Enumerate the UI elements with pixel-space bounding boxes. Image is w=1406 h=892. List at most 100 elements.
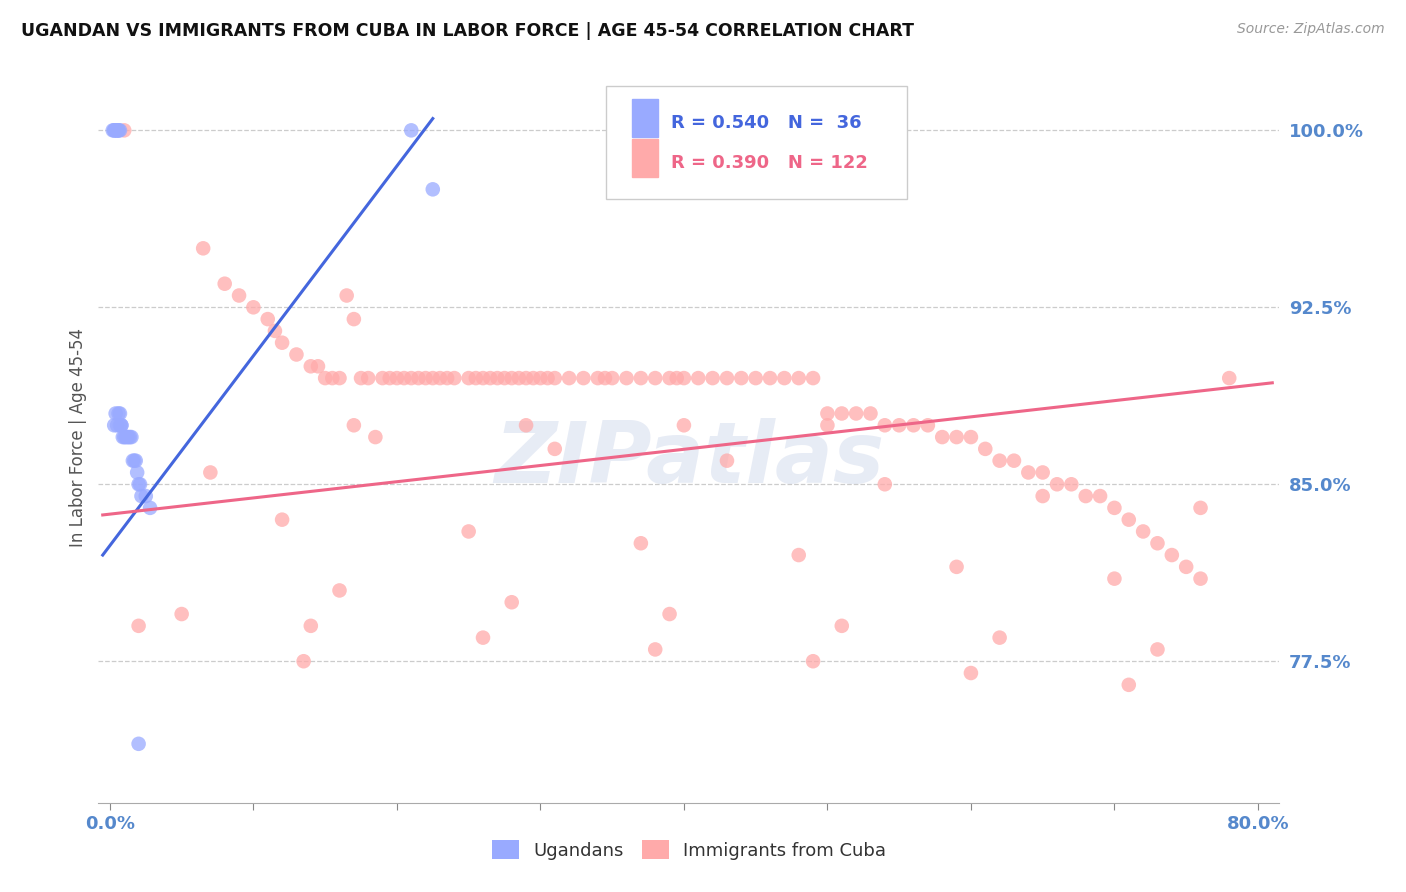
Point (408, 371, 430, 385)
Bar (633, 99, 658, 137)
Point (124, 453, 146, 467)
Point (457, 524, 479, 539)
Point (422, 371, 444, 385)
Point (889, 418, 911, 433)
Point (464, 371, 486, 385)
Point (443, 371, 465, 385)
Point (343, 312, 366, 326)
Point (292, 654, 315, 668)
Point (494, 371, 516, 385)
Point (859, 407, 882, 421)
Point (1146, 642, 1168, 657)
Point (1118, 513, 1140, 527)
Point (114, 430, 136, 444)
Legend: Ugandans, Immigrants from Cuba: Ugandans, Immigrants from Cuba (485, 833, 893, 867)
Point (1175, 559, 1198, 574)
Point (672, 371, 695, 385)
Point (121, 453, 143, 467)
Point (974, 442, 997, 456)
Point (120, 430, 142, 444)
Point (988, 453, 1011, 467)
Point (644, 371, 666, 385)
Point (1017, 466, 1039, 480)
Point (716, 453, 738, 467)
Point (343, 418, 366, 433)
Point (1189, 500, 1212, 515)
Point (336, 288, 359, 302)
Point (960, 666, 983, 681)
Point (118, 430, 141, 444)
Point (1146, 536, 1168, 550)
Point (128, 477, 150, 491)
Point (401, 371, 423, 385)
Point (672, 418, 695, 433)
Point (436, 371, 458, 385)
Point (479, 371, 502, 385)
Text: UGANDAN VS IMMIGRANTS FROM CUBA IN LABOR FORCE | AGE 45-54 CORRELATION CHART: UGANDAN VS IMMIGRANTS FROM CUBA IN LABOR… (21, 22, 914, 40)
Point (350, 371, 373, 385)
Point (730, 371, 752, 385)
Point (314, 371, 336, 385)
Point (299, 359, 322, 374)
Point (486, 371, 509, 385)
Point (787, 371, 810, 385)
Point (536, 371, 558, 385)
Point (873, 418, 896, 433)
Point (931, 430, 953, 444)
Point (600, 371, 623, 385)
Point (357, 371, 380, 385)
Point (945, 559, 967, 574)
Point (1060, 477, 1083, 491)
Point (831, 407, 853, 421)
Point (787, 548, 810, 562)
Point (593, 371, 616, 385)
Point (457, 371, 479, 385)
Point (815, 407, 838, 421)
Point (658, 607, 681, 621)
Point (105, 123, 128, 137)
Point (112, 123, 135, 137)
Point (139, 500, 162, 515)
Point (110, 418, 132, 433)
Text: R = 0.390   N = 122: R = 0.390 N = 122 (671, 154, 868, 172)
Point (630, 371, 652, 385)
Point (529, 371, 551, 385)
Point (193, 241, 215, 255)
Point (688, 371, 710, 385)
Point (515, 371, 537, 385)
Point (117, 430, 139, 444)
Point (415, 371, 437, 385)
Point (127, 466, 149, 480)
Point (558, 371, 581, 385)
Point (522, 371, 544, 385)
Point (515, 418, 537, 433)
Point (103, 418, 125, 433)
Point (228, 288, 250, 302)
Point (112, 430, 135, 444)
Point (801, 371, 824, 385)
Point (702, 371, 724, 385)
Point (285, 347, 308, 361)
Point (131, 489, 153, 503)
Point (214, 277, 236, 291)
Point (271, 513, 294, 527)
Point (845, 407, 868, 421)
Point (586, 371, 609, 385)
Point (544, 442, 567, 456)
Point (328, 371, 350, 385)
Point (945, 430, 967, 444)
Point (1160, 548, 1182, 562)
Point (135, 489, 157, 503)
Text: ZIPatlas: ZIPatlas (494, 417, 884, 500)
Point (815, 418, 838, 433)
Bar (633, 139, 658, 178)
Point (630, 536, 652, 550)
Point (616, 371, 638, 385)
Point (903, 418, 925, 433)
Point (200, 466, 222, 480)
Point (242, 301, 264, 315)
Text: R = 0.540   N =  36: R = 0.540 N = 36 (671, 114, 862, 132)
Point (831, 619, 853, 633)
Point (328, 583, 350, 598)
Point (103, 123, 125, 137)
